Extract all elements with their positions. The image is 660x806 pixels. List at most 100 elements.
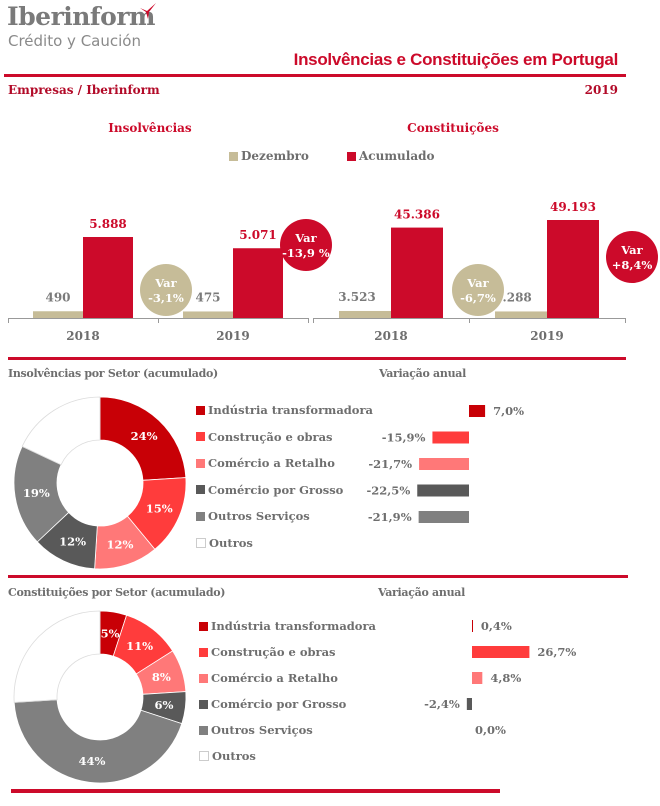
legend-item: Comércio a Retalho bbox=[196, 456, 335, 470]
variation-bar bbox=[432, 431, 469, 444]
bar-acumulado-2019 bbox=[547, 220, 599, 318]
bar-label-acumulado: 45.386 bbox=[394, 208, 440, 222]
header-divider bbox=[4, 74, 626, 77]
donut-slice-outros bbox=[13, 610, 101, 703]
bar-dezembro-2018 bbox=[33, 311, 83, 318]
legend-item: Outros bbox=[199, 749, 256, 763]
variation-label: 0,0% bbox=[475, 723, 506, 737]
bar-charts: 4905.88820184755.0712019Var-3,1%Var-13,9… bbox=[8, 200, 658, 343]
var-badge-label: Var bbox=[154, 276, 177, 290]
legend-item: Construção e obras bbox=[199, 645, 336, 659]
bar-acumulado-2018 bbox=[391, 227, 443, 318]
legend-swatch bbox=[196, 511, 205, 521]
legend-item: Construção e obras bbox=[196, 430, 333, 444]
legend-label: Outros Serviços bbox=[211, 723, 313, 737]
variation-label: -2,4% bbox=[424, 697, 460, 711]
bar-acumulado-2019 bbox=[233, 248, 283, 318]
var-badge-label: Var bbox=[294, 231, 317, 245]
legend-swatch bbox=[196, 458, 205, 468]
donut-slice-label: 5% bbox=[101, 626, 120, 640]
bar-label-dezembro: 475 bbox=[195, 290, 220, 304]
logo-arrow-icon bbox=[140, 3, 156, 19]
legend-label: Outros bbox=[212, 749, 256, 763]
var-badge-label: Var bbox=[620, 243, 643, 257]
insolvencias-setor-title: Insolvências por Setor (acumulado) bbox=[8, 367, 218, 380]
legend-label-acumulado: Acumulado bbox=[359, 149, 435, 163]
section-divider-2 bbox=[8, 575, 628, 578]
variation-label: -22,5% bbox=[367, 484, 411, 498]
x-tick-label-2018: 2018 bbox=[374, 329, 407, 343]
legend-label: Comércio por Grosso bbox=[208, 482, 344, 497]
variation-bar bbox=[469, 405, 486, 417]
bar-label-dezembro: 490 bbox=[45, 290, 70, 304]
variation-label: -21,7% bbox=[368, 457, 412, 471]
legend-label: Outros bbox=[209, 535, 253, 550]
variation-label: -15,9% bbox=[382, 431, 426, 445]
variation-label: 4,8% bbox=[490, 671, 521, 685]
legend-label: Indústria transformadora bbox=[208, 403, 373, 417]
legend-item: Indústria transformadora bbox=[196, 403, 373, 417]
var-badge-value: -3,1% bbox=[148, 291, 184, 305]
logo-wordmark: Iberinform bbox=[7, 2, 155, 31]
donut-slice-label: 12% bbox=[106, 537, 133, 551]
x-tick-label-2019: 2019 bbox=[530, 329, 563, 343]
page-year: 2019 bbox=[584, 83, 618, 97]
legend-item: Comércio por Grosso bbox=[196, 483, 343, 497]
variation-label: -21,9% bbox=[368, 510, 412, 524]
legend-label: Outros Serviços bbox=[208, 509, 310, 523]
donut-slice-label: 11% bbox=[126, 639, 153, 653]
constituicoes-variation-bars: 0,4% 26,7% 4,8% -2,4% 0,0% bbox=[424, 619, 576, 737]
legend-item: Comércio por Grosso bbox=[199, 697, 346, 711]
donut-slice-label: 44% bbox=[78, 754, 105, 768]
legend-swatch bbox=[196, 405, 205, 415]
variation-bar bbox=[472, 646, 530, 658]
insolvencias-donut: 24% 15% 12% 12% 19% bbox=[13, 396, 187, 570]
insolvencias-variation-bars: 7,0% -15,9% -21,7% -22,5% -21,9% bbox=[367, 404, 525, 524]
insolvencias-variacao-title: Variação anual bbox=[379, 367, 466, 380]
donut-slice-label: 12% bbox=[59, 534, 86, 548]
variation-bar bbox=[419, 458, 469, 470]
legend-swatch bbox=[199, 673, 208, 683]
legend-item: Outros Serviços bbox=[196, 509, 310, 523]
donut-slice-label: 19% bbox=[23, 486, 50, 500]
page-subtitle: Empresas / Iberinform bbox=[8, 83, 160, 97]
bottom-divider bbox=[11, 789, 500, 793]
legend-label-dezembro: Dezembro bbox=[241, 149, 309, 163]
var-badge-dezembro bbox=[140, 264, 192, 316]
donut-slice-outros bbox=[21, 396, 101, 466]
legend-swatch bbox=[199, 699, 208, 709]
var-badge-dezembro bbox=[452, 264, 504, 316]
insolvencias-chart-title: Insolvências bbox=[108, 121, 192, 135]
legend-swatch bbox=[199, 621, 208, 631]
legend-item: Outros Serviços bbox=[199, 723, 313, 737]
variation-label: 0,4% bbox=[481, 619, 512, 633]
variation-bar bbox=[418, 511, 469, 523]
page-title: Insolvências e Constituições em Portugal bbox=[293, 50, 619, 69]
section-divider-1 bbox=[8, 357, 626, 360]
variation-label: 7,0% bbox=[493, 404, 524, 418]
bar-acumulado-2018 bbox=[83, 237, 133, 318]
bar-dezembro-2019 bbox=[495, 311, 547, 318]
logo-tagline: Crédito y Caución bbox=[8, 32, 141, 50]
donut-slice-label: 24% bbox=[131, 429, 158, 443]
legend-item: Indústria transformadora bbox=[199, 619, 376, 633]
legend-label: Comércio por Grosso bbox=[211, 697, 347, 711]
legend-dezembro: Dezembro bbox=[229, 149, 309, 163]
legend-swatch bbox=[196, 537, 206, 548]
legend-swatch-dezembro bbox=[229, 151, 238, 161]
x-tick-label-2018: 2018 bbox=[66, 329, 99, 343]
legend-label: Indústria transformadora bbox=[211, 619, 376, 633]
bar-label-acumulado: 5.071 bbox=[239, 228, 277, 242]
legend-swatch bbox=[196, 485, 205, 494]
var-badge-acumulado bbox=[606, 231, 658, 283]
constituicoes-setor-title: Constituições por Setor (acumulado) bbox=[8, 586, 226, 599]
bar-dezembro-2018 bbox=[339, 310, 391, 318]
legend-label: Construção e obras bbox=[208, 429, 333, 444]
legend-label: Comércio a Retalho bbox=[208, 456, 335, 470]
bar-label-acumulado: 5.888 bbox=[89, 217, 127, 231]
var-badge-value: +8,4% bbox=[612, 258, 653, 272]
var-badge-value: -6,7% bbox=[460, 291, 496, 305]
constituicoes-variacao-title: Variação anual bbox=[378, 586, 465, 599]
variation-bar bbox=[472, 672, 483, 684]
legend-swatch bbox=[196, 432, 205, 441]
